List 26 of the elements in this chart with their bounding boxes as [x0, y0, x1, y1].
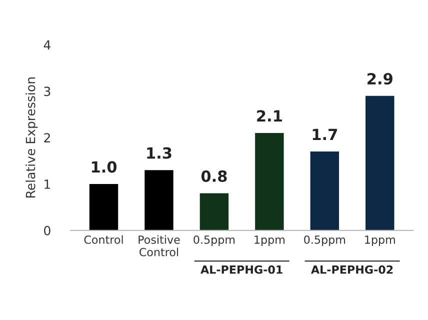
y-tick-label: 4 — [44, 40, 50, 50]
bar — [255, 132, 284, 230]
data-label: 1.0 — [92, 161, 117, 173]
text: AL-PEPHG-02 — [310, 265, 393, 274]
x-tick-label: Positive Control — [138, 235, 180, 256]
x-tick-label: 1ppm — [365, 236, 395, 246]
x-tick-label: Control — [84, 235, 123, 244]
y-tick-label: 1 — [44, 180, 50, 189]
bar — [200, 193, 229, 230]
y-axis-title: Relative Expression — [26, 78, 38, 198]
data-label: 2.9 — [368, 72, 392, 85]
data-label: 0.8 — [201, 170, 227, 182]
bar — [366, 96, 394, 230]
y-tick-label: 3 — [44, 86, 50, 96]
x-tick-label: 0.5ppm — [194, 235, 235, 246]
bar — [89, 184, 118, 230]
x-tick-label: 1ppm — [254, 236, 284, 246]
bar — [310, 152, 340, 230]
text: AL-PEPHG-01 — [200, 265, 282, 274]
bar — [144, 170, 174, 230]
data-label: 2.1 — [257, 110, 282, 122]
data-label: 1.3 — [147, 147, 172, 159]
y-tick-label: 0 — [44, 226, 50, 236]
y-tick-label: 2 — [44, 133, 50, 142]
x-tick-label: 0.5ppm — [304, 235, 346, 246]
data-label: 1.7 — [312, 128, 337, 140]
